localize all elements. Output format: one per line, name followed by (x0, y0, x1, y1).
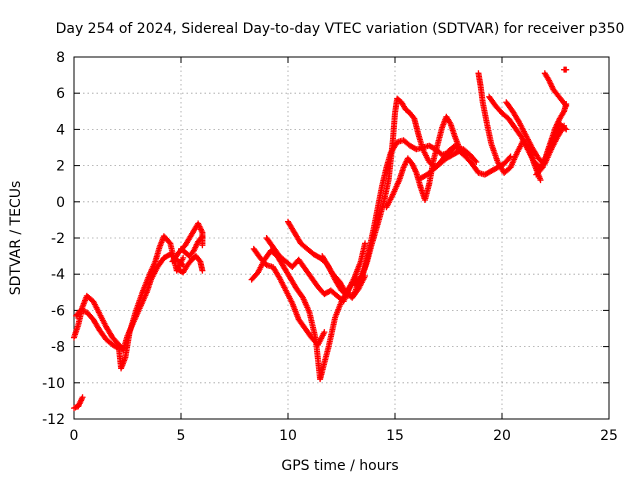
data-series (561, 66, 570, 73)
x-tick-label: 5 (177, 428, 186, 444)
data-series (248, 240, 369, 383)
data-point-marker (537, 177, 544, 184)
x-tick-label: 0 (70, 428, 79, 444)
y-tick-label: -12 (42, 412, 65, 428)
y-tick-label: -6 (51, 303, 65, 319)
y-tick-label: 0 (56, 195, 65, 211)
y-tick-label: 4 (56, 122, 65, 138)
data-series (250, 245, 328, 348)
data-point-marker (473, 158, 480, 165)
data-series (178, 233, 206, 260)
y-tick-label: 2 (56, 159, 65, 175)
x-tick-label: 25 (600, 428, 618, 444)
data-marks (71, 66, 570, 412)
chart-title: Day 254 of 2024, Sidereal Day-to-day VTE… (56, 21, 625, 37)
data-point-marker (506, 154, 513, 161)
y-tick-label: -8 (51, 340, 65, 356)
y-tick-label: -10 (42, 376, 65, 392)
data-series (475, 70, 544, 184)
x-tick-label: 10 (279, 428, 297, 444)
data-point-marker (199, 267, 206, 274)
y-tick-label: -2 (51, 231, 65, 247)
data-point-marker (199, 233, 206, 240)
data-series (383, 113, 463, 211)
data-point-marker (561, 122, 568, 129)
data-point-marker (362, 240, 369, 247)
y-tick-label: -4 (51, 267, 65, 283)
x-tick-label: 20 (493, 428, 511, 444)
x-tick-label: 15 (386, 428, 404, 444)
data-series (73, 233, 187, 372)
grid-lines (74, 57, 609, 419)
data-point-marker (199, 242, 206, 249)
x-axis-label: GPS time / hours (281, 458, 398, 474)
data-point-marker (180, 254, 187, 261)
y-tick-label: 6 (56, 86, 65, 102)
data-series (362, 137, 480, 270)
data-series (541, 70, 570, 109)
y-tick-label: 8 (56, 50, 65, 66)
y-axis-label: SDTVAR / TECUs (8, 181, 24, 296)
data-point-marker (563, 66, 570, 73)
data-point-marker (321, 329, 328, 336)
data-point-marker (79, 394, 86, 401)
data-series (71, 394, 86, 412)
data-series (173, 253, 206, 276)
axis-ticks: 0 5 10 15 20 25 -12 -10 -8 -6 -4 -2 0 2 4 6 8 (42, 50, 618, 444)
data-point-marker (472, 157, 479, 164)
data-point-marker (563, 102, 570, 109)
